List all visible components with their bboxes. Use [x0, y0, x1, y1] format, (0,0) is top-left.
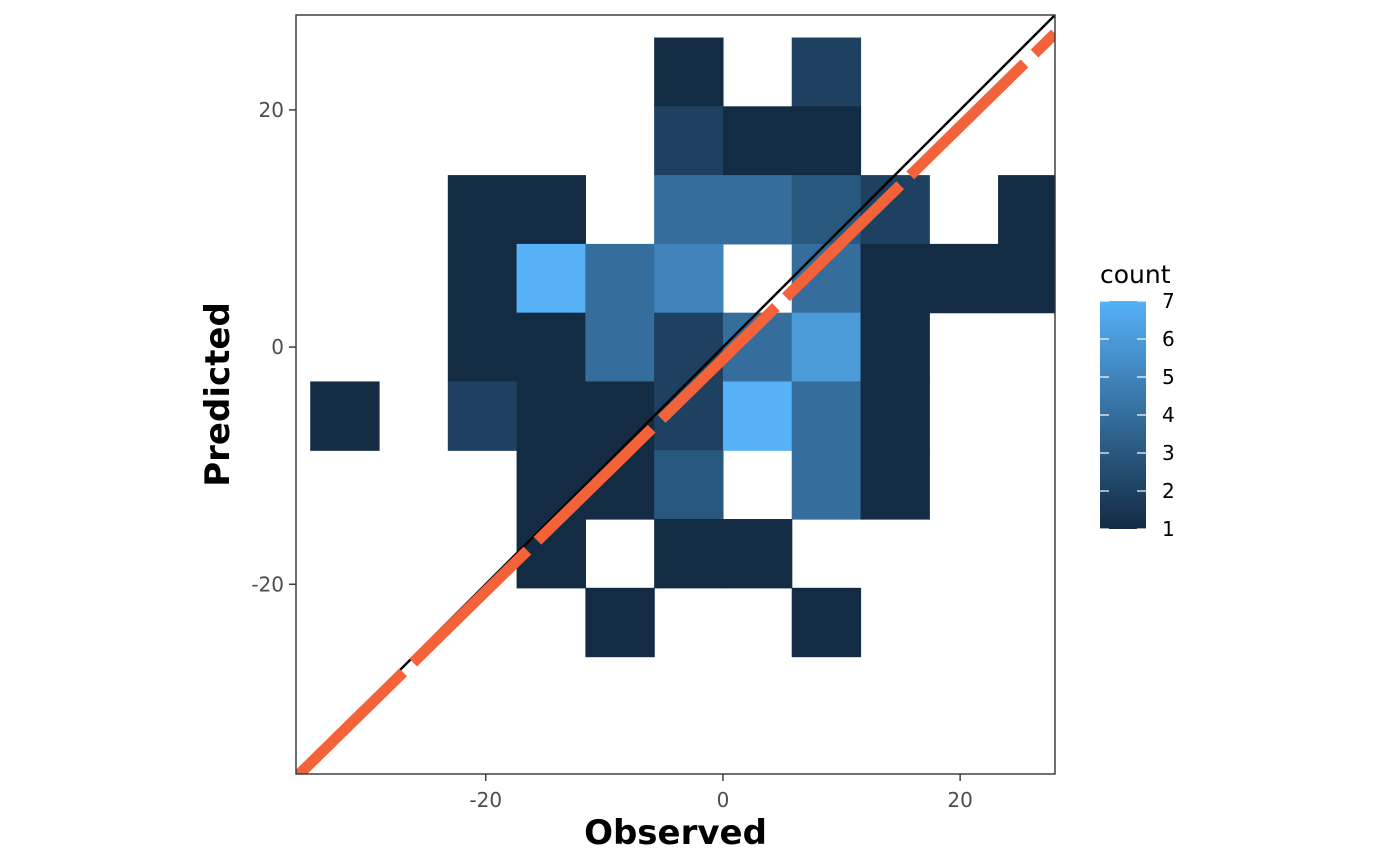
- heatmap-cell: [447, 175, 518, 245]
- x-axis: -20 0 20: [469, 774, 973, 812]
- legend-break-label: 7: [1162, 289, 1175, 313]
- heatmap-cell: [791, 450, 862, 520]
- legend-title: count: [1100, 260, 1171, 289]
- fit-line: [296, 29, 1055, 774]
- heatmap-cell: [929, 243, 999, 314]
- legend-break-label: 1: [1162, 517, 1175, 541]
- heatmap-cell: [654, 106, 724, 176]
- heatmap-cell: [447, 381, 518, 451]
- heatmap-cell: [998, 175, 1055, 245]
- heatmap-cells: [310, 37, 1055, 658]
- heatmap-cell: [860, 243, 930, 314]
- heatmap-cell: [722, 519, 793, 589]
- heatmap-cell: [722, 106, 793, 176]
- legend-ticks: 1 2 3 4 5 6 7: [1100, 289, 1175, 541]
- legend-break-label: 4: [1162, 403, 1175, 427]
- legend-break-label: 5: [1162, 365, 1175, 389]
- heatmap-cell: [516, 243, 586, 314]
- heatmap-cell: [585, 587, 655, 658]
- heatmap-cell: [585, 312, 655, 383]
- x-tick-label: 0: [717, 788, 730, 812]
- heatmap-cell: [860, 312, 930, 383]
- heatmap-cell: [310, 381, 380, 451]
- heatmap-cell: [654, 450, 724, 520]
- heatmap-cell: [516, 381, 586, 451]
- heatmap-cell: [722, 175, 793, 245]
- heatmap-cell: [585, 243, 655, 314]
- x-tick-label: 20: [947, 788, 972, 812]
- heatmap-cell: [860, 381, 930, 451]
- heatmap-cell: [654, 37, 724, 107]
- heatmap-cell: [791, 312, 862, 383]
- heatmap-cell: [791, 381, 862, 451]
- x-tick-label: -20: [469, 788, 502, 812]
- heatmap-cell: [516, 312, 586, 383]
- heatmap-cell: [791, 106, 862, 176]
- heatmap-cell: [447, 312, 518, 383]
- heatmap-cell: [860, 450, 930, 520]
- x-axis-title: Observed: [584, 813, 767, 853]
- legend-break-label: 3: [1162, 441, 1175, 465]
- heatmap-cell: [516, 175, 586, 245]
- reference-lines: [296, 15, 1055, 774]
- heatmap-cell: [654, 243, 724, 314]
- heatmap-cell: [998, 243, 1055, 314]
- y-tick-label: 0: [271, 335, 284, 359]
- legend-break-label: 6: [1162, 327, 1175, 351]
- y-axis-title: Predicted: [198, 302, 238, 487]
- legend-break-label: 2: [1162, 479, 1175, 503]
- heatmap-cell: [654, 519, 724, 589]
- y-axis: -20 0 20: [251, 98, 296, 596]
- heatmap-cell: [791, 37, 862, 107]
- heatmap-cell: [654, 175, 724, 245]
- color-legend: count 1 2 3 4 5 6 7: [1100, 260, 1175, 541]
- heatmap-cell: [791, 587, 862, 658]
- plot-panel-border: [295, 14, 1056, 775]
- heatmap-cell: [722, 381, 793, 451]
- heatmap-cell: [447, 243, 518, 314]
- y-tick-label: 20: [259, 98, 284, 122]
- y-tick-label: -20: [251, 572, 284, 596]
